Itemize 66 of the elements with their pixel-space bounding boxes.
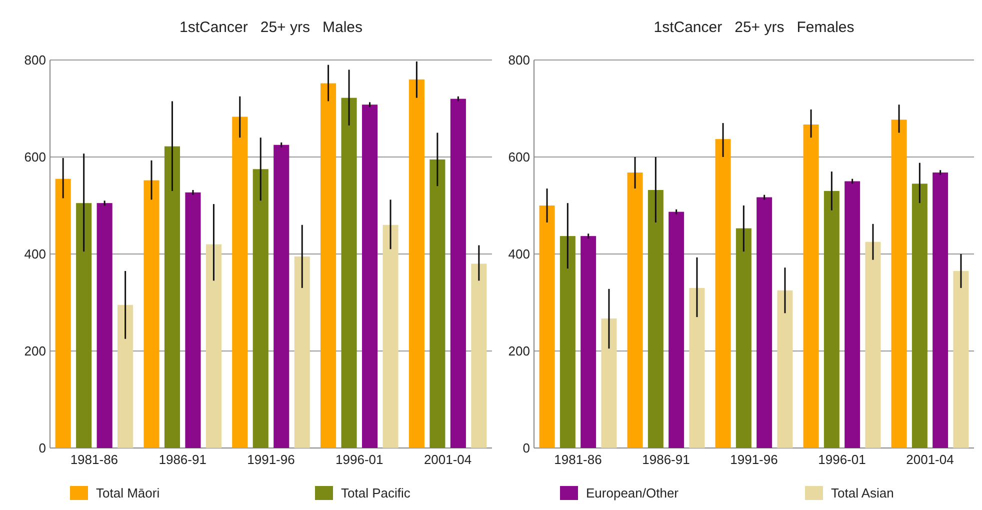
bar (185, 192, 201, 448)
legend-label: Total Asian (831, 486, 894, 501)
y-tick-label: 200 (508, 344, 530, 359)
bar (320, 83, 336, 448)
x-tick-label: 1986-91 (158, 452, 206, 467)
y-tick-label: 800 (508, 52, 530, 68)
bar (648, 190, 664, 448)
bar (539, 206, 555, 448)
bar (689, 288, 705, 448)
bar (715, 139, 731, 448)
x-tick-label: 1986-91 (642, 452, 690, 467)
bar (252, 169, 268, 448)
x-tick-label: 1996-01 (818, 452, 866, 467)
bar (76, 203, 92, 448)
bar (294, 256, 310, 448)
bar (844, 181, 860, 448)
bar (953, 270, 969, 448)
bar (471, 264, 487, 448)
bar (736, 228, 752, 448)
chart-title: 1stCancer 25+ yrs Females (654, 19, 854, 36)
legend-label: Total Pacific (341, 486, 411, 501)
bar (777, 290, 793, 448)
bar (601, 318, 617, 448)
bar (144, 180, 160, 448)
legend-label: European/Other (586, 486, 680, 501)
bar (382, 224, 398, 448)
bar (912, 184, 928, 448)
y-tick-label: 400 (24, 246, 46, 262)
y-tick-label: 600 (24, 150, 46, 165)
x-tick-label: 2001-04 (424, 452, 472, 467)
bar (668, 212, 684, 448)
bar (96, 203, 112, 448)
y-tick-label: 200 (24, 344, 46, 359)
x-tick-label: 1981-86 (554, 452, 602, 467)
bar (118, 304, 134, 448)
legend-label: Total Māori (96, 486, 160, 501)
bar (274, 144, 290, 448)
bar (206, 244, 222, 448)
x-tick-label: 1991-96 (247, 452, 295, 467)
bar (362, 104, 378, 448)
chart-title: 1stCancer 25+ yrs Males (180, 19, 362, 36)
bar (932, 172, 948, 448)
bar (891, 120, 907, 448)
bar (408, 79, 424, 448)
y-tick-label: 0 (522, 440, 530, 456)
bar (865, 242, 881, 448)
bar (450, 98, 466, 448)
bar (55, 178, 71, 448)
bar (341, 98, 357, 448)
bar (164, 146, 180, 448)
y-tick-label: 800 (24, 52, 46, 68)
bar (824, 190, 840, 448)
bar (560, 236, 576, 448)
bar (756, 197, 772, 448)
bar (430, 159, 446, 448)
y-tick-label: 400 (508, 246, 530, 262)
x-tick-label: 1981-86 (70, 452, 118, 467)
bar (580, 236, 596, 448)
x-tick-label: 2001-04 (906, 452, 954, 467)
bar (627, 172, 643, 448)
y-tick-label: 0 (38, 440, 46, 456)
x-tick-label: 1991-96 (730, 452, 778, 467)
bar (232, 116, 248, 448)
x-tick-label: 1996-01 (336, 452, 384, 467)
y-tick-label: 600 (508, 150, 530, 165)
bar (803, 124, 819, 448)
